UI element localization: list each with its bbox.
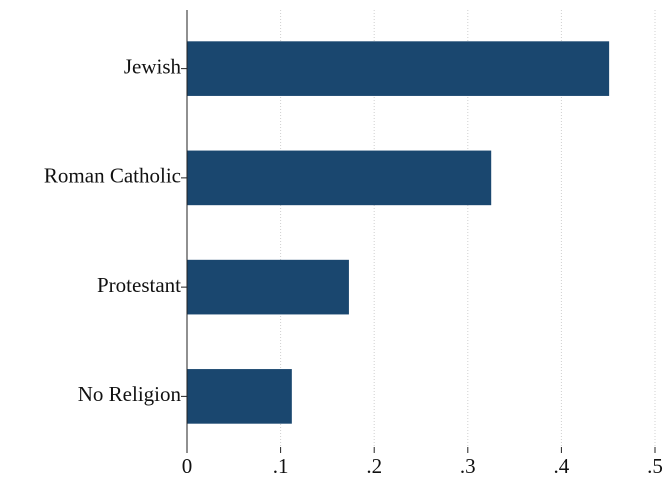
x-tick-label: .4 xyxy=(554,454,570,478)
bar xyxy=(187,369,292,424)
bar xyxy=(187,150,492,206)
bar xyxy=(187,259,349,315)
x-tick-label: .3 xyxy=(460,454,476,478)
x-tick-label: .1 xyxy=(273,454,289,478)
x-tick-label: .5 xyxy=(647,454,663,478)
y-tick-label: Protestant xyxy=(97,273,181,297)
bar xyxy=(187,41,610,96)
y-tick-label: Roman Catholic xyxy=(44,164,181,188)
x-tick-label: .2 xyxy=(366,454,382,478)
x-tick-label: 0 xyxy=(182,454,193,478)
y-tick-label: No Religion xyxy=(78,382,182,406)
y-tick-label: Jewish xyxy=(124,54,182,78)
